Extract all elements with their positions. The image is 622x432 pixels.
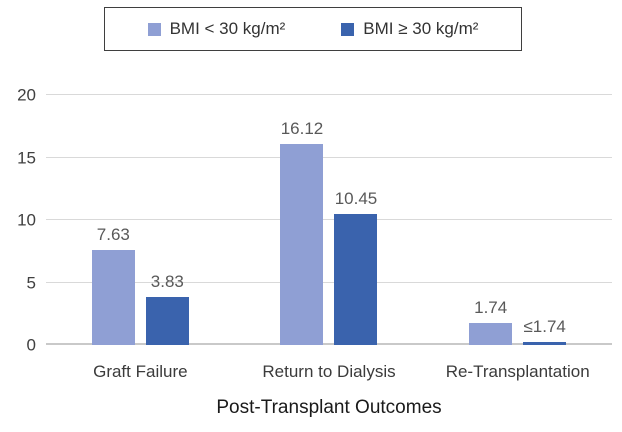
bar-group-3: 1.74 ≤1.74 bbox=[423, 95, 612, 345]
legend-swatch-light-blue bbox=[147, 22, 161, 36]
bar-series1-cat2: 16.12 bbox=[280, 120, 324, 345]
bar-group-2: 16.12 10.45 bbox=[235, 95, 424, 345]
legend: BMI < 30 kg/m² BMI ≥ 30 kg/m² bbox=[104, 7, 522, 51]
y-axis: 0 5 10 15 20 bbox=[0, 87, 36, 354]
category-label-1: Graft Failure bbox=[93, 362, 188, 381]
category-label-2: Return to Dialysis bbox=[262, 362, 396, 381]
gridline-15 bbox=[46, 156, 612, 158]
bar-series1-cat3: 1.74 bbox=[469, 299, 513, 345]
bar-value-label: 1.74 bbox=[474, 298, 508, 318]
y-tick-label-5: 5 bbox=[26, 273, 36, 292]
bar-series1-cat1: 7.63 bbox=[91, 226, 135, 345]
legend-label-bmi-ge-30: BMI ≥ 30 kg/m² bbox=[363, 19, 479, 38]
category-label-3: Re-Transplantation bbox=[445, 362, 590, 381]
x-axis-category-labels: Graft Failure Return to Dialysis Re-Transp… bbox=[46, 362, 612, 382]
legend-swatch-dark-blue bbox=[341, 22, 355, 36]
bar-value-label: 10.45 bbox=[334, 189, 378, 209]
x-axis-title: Post-Transplant Outcomes bbox=[216, 397, 442, 418]
legend-label-bmi-lt-30: BMI < 30 kg/m² bbox=[169, 19, 286, 38]
y-tick-label-20: 20 bbox=[17, 85, 36, 105]
legend-item-bmi-ge-30: BMI ≥ 30 kg/m² bbox=[341, 19, 478, 39]
legend-item-bmi-lt-30: BMI < 30 kg/m² bbox=[147, 19, 286, 39]
bar-value-label: ≤1.74 bbox=[523, 316, 566, 336]
plot-area: 7.63 3.83 16.12 10.45 1.74 ≤1.74 bbox=[46, 94, 612, 345]
bar-series2-cat1: 3.83 bbox=[145, 273, 189, 345]
y-tick-label-0: 0 bbox=[26, 335, 36, 355]
gridline-20 bbox=[46, 94, 612, 95]
bar-series2-cat3: ≤1.74 bbox=[523, 318, 567, 345]
x-axis-line bbox=[46, 343, 612, 345]
bar-series2-cat2: 10.45 bbox=[334, 190, 378, 345]
gridline-5 bbox=[46, 281, 612, 283]
bar-value-label: 3.83 bbox=[150, 272, 184, 292]
y-tick-label-10: 10 bbox=[17, 210, 36, 230]
gridline-10 bbox=[46, 219, 612, 220]
bar-value-label: 16.12 bbox=[280, 118, 324, 138]
bar-value-label: 7.63 bbox=[96, 224, 130, 244]
bar-group-1: 7.63 3.83 bbox=[46, 95, 235, 345]
y-tick-label-15: 15 bbox=[17, 148, 36, 167]
